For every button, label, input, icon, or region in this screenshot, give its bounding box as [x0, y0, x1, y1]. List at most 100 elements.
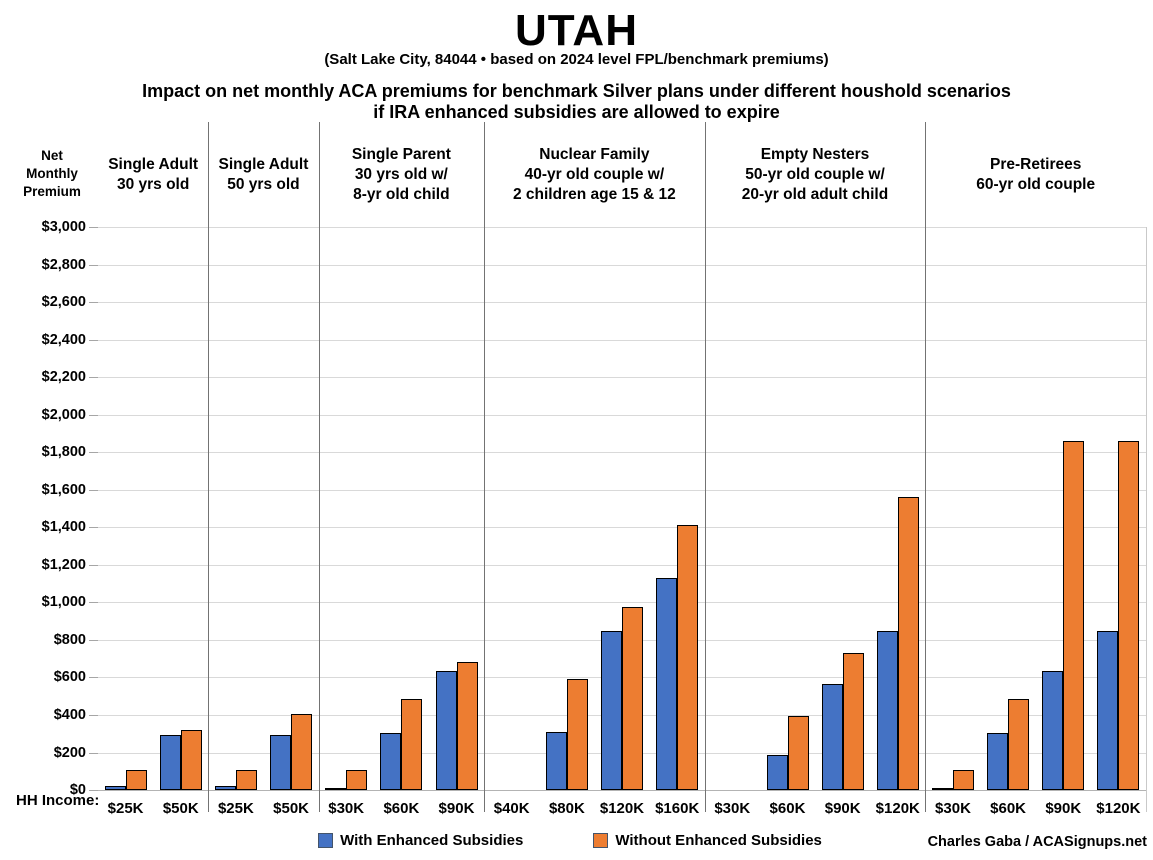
y-tick-label: $1,400: [41, 519, 86, 536]
bar-without-enhanced-subsidies: [677, 525, 699, 790]
x-category-label: $120K: [875, 800, 920, 817]
bar-without-enhanced-subsidies: [346, 770, 368, 790]
bar-with-enhanced-subsidies: [931, 787, 953, 790]
y-gridline: [98, 489, 1146, 491]
x-category-label: $90K: [438, 800, 475, 817]
bar-without-enhanced-subsidies: [952, 770, 974, 790]
group-header-line: Single Parent: [351, 146, 451, 163]
y-axis-title-line: Net: [41, 148, 63, 163]
y-tick: [89, 377, 98, 379]
x-category-label: $30K: [714, 800, 751, 817]
legend-item-without-subsidies: Without Enhanced Subsidies: [593, 832, 822, 849]
y-tick-label: $200: [53, 744, 86, 761]
y-tick-label: $1,600: [41, 481, 86, 498]
bar-with-enhanced-subsidies: [325, 787, 347, 790]
x-category-label: $160K: [655, 800, 700, 817]
group-separator: [318, 122, 320, 812]
bar-without-enhanced-subsidies: [180, 729, 202, 790]
y-tick: [89, 414, 98, 416]
y-tick-label: $2,400: [41, 331, 86, 348]
bar-with-enhanced-subsidies: [766, 755, 788, 790]
bar-with-enhanced-subsidies: [104, 786, 126, 790]
y-tick: [89, 790, 98, 791]
y-gridline: [98, 564, 1146, 566]
bar-without-enhanced-subsidies: [622, 607, 643, 790]
x-category-label: $90K: [824, 800, 861, 817]
y-gridline: [98, 452, 1146, 454]
x-category-label: $30K: [935, 800, 971, 817]
group-header-line: Single Adult: [108, 156, 199, 173]
chart-heading: Impact on net monthly ACA premiums for b…: [0, 81, 1153, 123]
y-tick: [89, 302, 98, 304]
group-header: Single Adult 50 yrs old: [208, 136, 318, 214]
y-tick-label: $1,800: [41, 444, 86, 461]
bar-without-enhanced-subsidies: [897, 497, 919, 790]
x-category-label: $60K: [769, 800, 806, 817]
y-tick-label: $2,600: [41, 294, 86, 311]
group-header-line: Pre-Retirees: [990, 156, 1082, 173]
group-separator: [208, 122, 210, 812]
y-tick-label: $1,200: [41, 556, 86, 573]
bar-with-enhanced-subsidies: [1097, 631, 1119, 790]
bar-with-enhanced-subsidies: [876, 631, 898, 790]
y-tick: [89, 489, 98, 491]
bar-with-enhanced-subsidies: [270, 734, 292, 790]
legend-label-with-subsidies: With Enhanced Subsidies: [340, 832, 524, 849]
x-category-label: $60K: [990, 800, 1027, 817]
bar-with-enhanced-subsidies: [987, 732, 1009, 790]
heading-line-2: if IRA enhanced subsidies are allowed to…: [373, 102, 780, 122]
group-header-line: Single Adult: [218, 156, 309, 173]
y-tick: [89, 339, 98, 341]
y-gridline: [98, 414, 1146, 416]
y-axis-title-line: Monthly: [26, 166, 78, 181]
x-category-label: $80K: [548, 800, 585, 817]
bar-without-enhanced-subsidies: [235, 770, 257, 790]
bar-with-enhanced-subsidies: [159, 734, 181, 790]
group-header: Single Parent 30 yrs old w/8-yr old child: [319, 136, 485, 214]
y-tick-label: $2,800: [41, 256, 86, 273]
group-header: Single Adult 30 yrs old: [98, 136, 208, 214]
y-tick-label: $1,000: [41, 594, 86, 611]
group-header-line: Nuclear Family: [539, 146, 650, 163]
legend-label-without-subsidies: Without Enhanced Subsidies: [615, 832, 822, 849]
y-tick-label: $400: [53, 706, 86, 723]
bar-with-enhanced-subsidies: [545, 731, 567, 790]
x-category-label: $120K: [599, 800, 645, 817]
group-header-line: 40-yr old couple w/: [524, 166, 665, 183]
x-axis-title: HH Income:: [16, 792, 100, 809]
bar-without-enhanced-subsidies: [125, 770, 147, 790]
group-header-line: 50-yr old couple w/: [745, 166, 885, 183]
bar-with-enhanced-subsidies: [656, 577, 678, 790]
plot-right-edge: [1146, 227, 1147, 812]
y-axis-title-line: Premium: [23, 184, 81, 199]
bar-with-enhanced-subsidies: [380, 732, 402, 790]
x-category-label: $90K: [1045, 800, 1082, 817]
y-axis-title: Net Monthly Premium: [12, 147, 92, 201]
group-header: Nuclear Family 40-yr old couple w/2 child…: [484, 136, 705, 214]
x-category-label: $50K: [273, 800, 310, 817]
y-tick: [89, 752, 98, 754]
y-gridline: [98, 339, 1146, 341]
x-axis-line: [98, 790, 1146, 791]
x-category-label: $40K: [493, 800, 530, 817]
x-category-label: $30K: [328, 800, 365, 817]
y-tick-label: $600: [53, 669, 86, 686]
group-header-line: 30 yrs old w/: [354, 166, 448, 183]
group-separator: [704, 122, 706, 812]
group-header: Empty Nesters 50-yr old couple w/20-yr ol…: [705, 136, 926, 214]
group-header: Pre-Retirees 60-yr old couple: [925, 136, 1146, 214]
heading-line-1: Impact on net monthly ACA premiums for b…: [142, 81, 1011, 101]
group-header-line: 2 children age 15 & 12: [512, 186, 676, 203]
y-tick: [89, 564, 98, 566]
y-tick: [89, 452, 98, 454]
credit: Charles Gaba / ACASignups.net: [927, 834, 1147, 850]
y-gridline: [98, 527, 1146, 529]
legend: With Enhanced Subsidies Without Enhanced…: [180, 832, 960, 849]
group-header-line: 20-yr old adult child: [741, 186, 889, 203]
legend-item-with-subsidies: With Enhanced Subsidies: [318, 832, 523, 849]
group-header-line: 60-yr old couple: [976, 176, 1096, 193]
y-tick-label: $800: [53, 631, 86, 648]
bar-without-enhanced-subsidies: [1063, 440, 1085, 790]
chart-subtitle: (Salt Lake City, 84044 • based on 2024 l…: [324, 51, 829, 68]
